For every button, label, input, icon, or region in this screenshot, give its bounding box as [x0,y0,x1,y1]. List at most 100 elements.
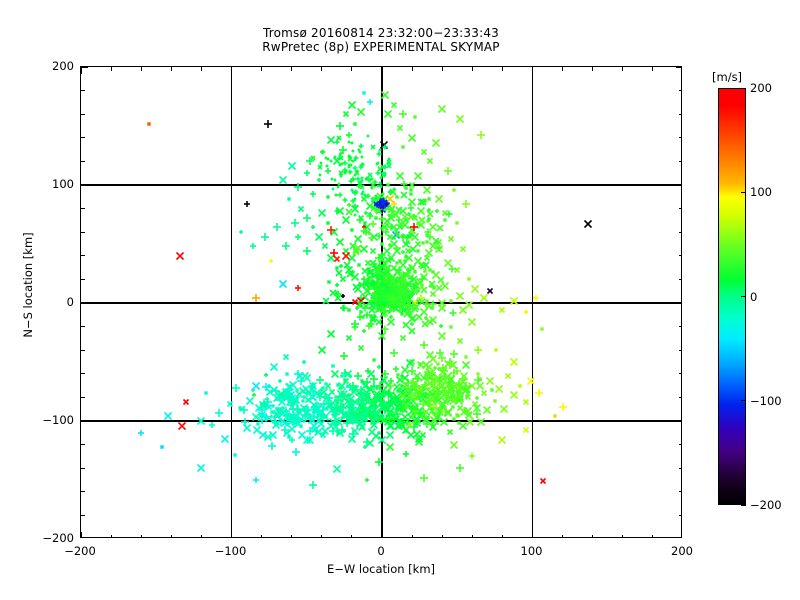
scatter-point [256,421,261,427]
scatter-point [317,346,326,355]
scatter-point [464,355,469,360]
y-tick-mark [679,255,681,257]
x-tick-label: −100 [214,544,247,558]
colorbar-unit-label: [m/s] [712,70,743,84]
plot-axes-frame [80,66,682,538]
scatter-point [357,263,362,268]
scatter-point [340,389,349,398]
x-tick-mark [200,535,202,537]
scatter-point [449,309,457,317]
colorbar-tick-mark [741,191,746,193]
scatter-point [449,298,454,303]
scatter-point [358,281,366,289]
scatter-point [388,211,396,219]
scatter-point [340,293,345,298]
scatter-point [473,375,482,384]
scatter-point [469,453,476,460]
scatter-point [362,392,368,398]
scatter-point [396,277,404,285]
scatter-point [305,157,314,166]
y-tick-mark [679,113,681,115]
scatter-point [390,264,398,271]
scatter-point [338,163,342,167]
scatter-point [420,473,429,482]
scatter-point [490,388,495,393]
x-tick-mark [291,535,293,537]
scatter-point [252,393,257,398]
scatter-point [452,416,457,421]
scatter-point [374,458,383,467]
scatter-point [402,270,411,279]
y-tick-mark [679,349,681,351]
scatter-point [253,426,262,435]
scatter-point [360,196,368,203]
gridline-vertical [230,67,233,537]
scatter-point [320,149,326,155]
scatter-point [287,393,296,402]
x-tick-mark [441,535,443,537]
scatter-point [450,440,459,449]
y-tick-label: 100 [52,177,74,191]
scatter-point [215,408,224,417]
scatter-point [380,91,390,100]
scatter-point [331,369,340,378]
x-tick-mark [321,67,323,71]
scatter-point [392,247,402,256]
y-tick-mark [679,231,681,233]
scatter-point [510,296,519,305]
scatter-point [346,270,354,278]
scatter-point [379,241,385,247]
scatter-point [476,371,481,376]
scatter-point [377,435,387,444]
x-tick-mark [261,535,263,537]
scatter-point [389,188,397,196]
scatter-point [334,208,340,214]
x-tick-mark [592,67,594,71]
scatter-point [317,402,326,411]
scatter-point [448,236,455,243]
scatter-point [342,248,349,255]
scatter-point [475,396,480,401]
scatter-point [408,187,413,192]
scatter-point [392,382,402,391]
scatter-point [347,140,351,144]
scatter-point [319,161,323,165]
scatter-point [415,384,425,393]
colorbar-tick-label: 0 [750,289,758,304]
scatter-point [303,170,310,177]
scatter-point [499,405,508,414]
scatter-point [463,407,472,416]
scatter-point [460,245,467,252]
scatter-point [435,195,444,204]
scatter-point [284,371,289,376]
y-tick-mark [679,514,681,516]
x-tick-mark [291,67,293,71]
scatter-point [403,258,408,263]
scatter-point [456,114,465,123]
y-tick-mark [679,373,681,375]
y-tick-mark [676,302,681,304]
scatter-point [400,180,408,188]
scatter-point [208,421,215,428]
scatter-point [461,360,471,369]
scatter-point [403,239,411,247]
scatter-point [498,435,507,444]
y-tick-mark [81,255,85,257]
scatter-point [160,444,165,450]
x-tick-mark [411,67,413,71]
scatter-point [438,353,447,362]
scatter-point [318,173,322,177]
scatter-point [539,326,544,332]
scatter-point [334,139,340,145]
scatter-point [402,321,410,329]
scatter-point [400,365,409,375]
scatter-point [268,441,277,450]
scatter-point [483,406,492,415]
scatter-point [399,110,408,119]
scatter-point [440,374,445,380]
scatter-point [379,185,383,189]
scatter-point [429,223,438,232]
scatter-point [352,246,360,254]
scatter-point [379,310,387,318]
scatter-point [353,197,357,201]
